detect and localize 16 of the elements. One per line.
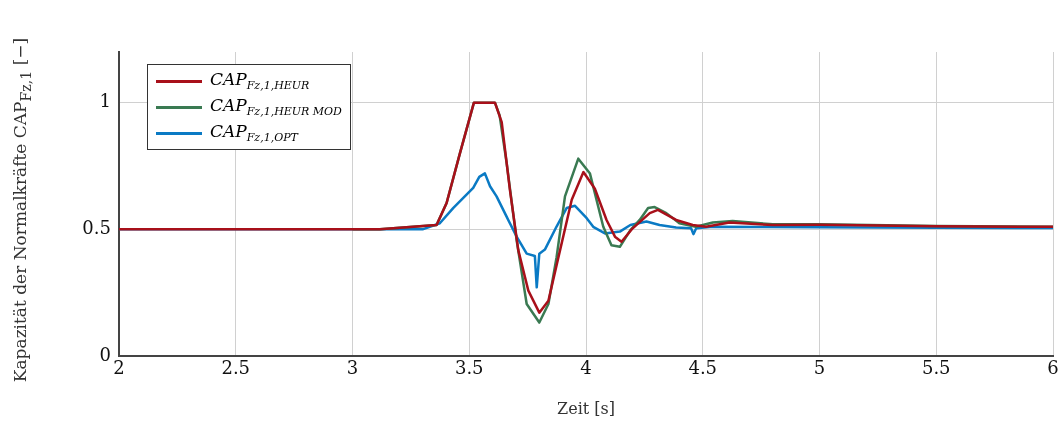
x-tick-label: 3.5 (454, 357, 484, 379)
legend-label: CAP$_{Fz,1,OPT}$ (210, 121, 298, 145)
x-tick-label: 5 (813, 357, 826, 379)
x-tick-label: 2 (113, 357, 125, 379)
x-tick-label: 6 (1047, 357, 1059, 379)
x-tick-label: 2.5 (221, 357, 251, 379)
x-tick-label: 3 (346, 357, 359, 379)
y-tick-label: 0.5 (82, 217, 111, 239)
x-tick-label: 5.5 (921, 357, 951, 379)
legend-label: CAP$_{Fz,1,HEUR}$ (210, 69, 310, 93)
y-tick-label: 1 (99, 90, 111, 112)
x-tick-label: 4.5 (688, 357, 718, 379)
x-tick-label: 4 (580, 357, 592, 379)
x-axis-title: Zeit [s] (557, 398, 615, 418)
legend-label: CAP$_{Fz,1,HEUR MOD}$ (210, 95, 342, 119)
y-tick-label: 0 (99, 343, 111, 365)
